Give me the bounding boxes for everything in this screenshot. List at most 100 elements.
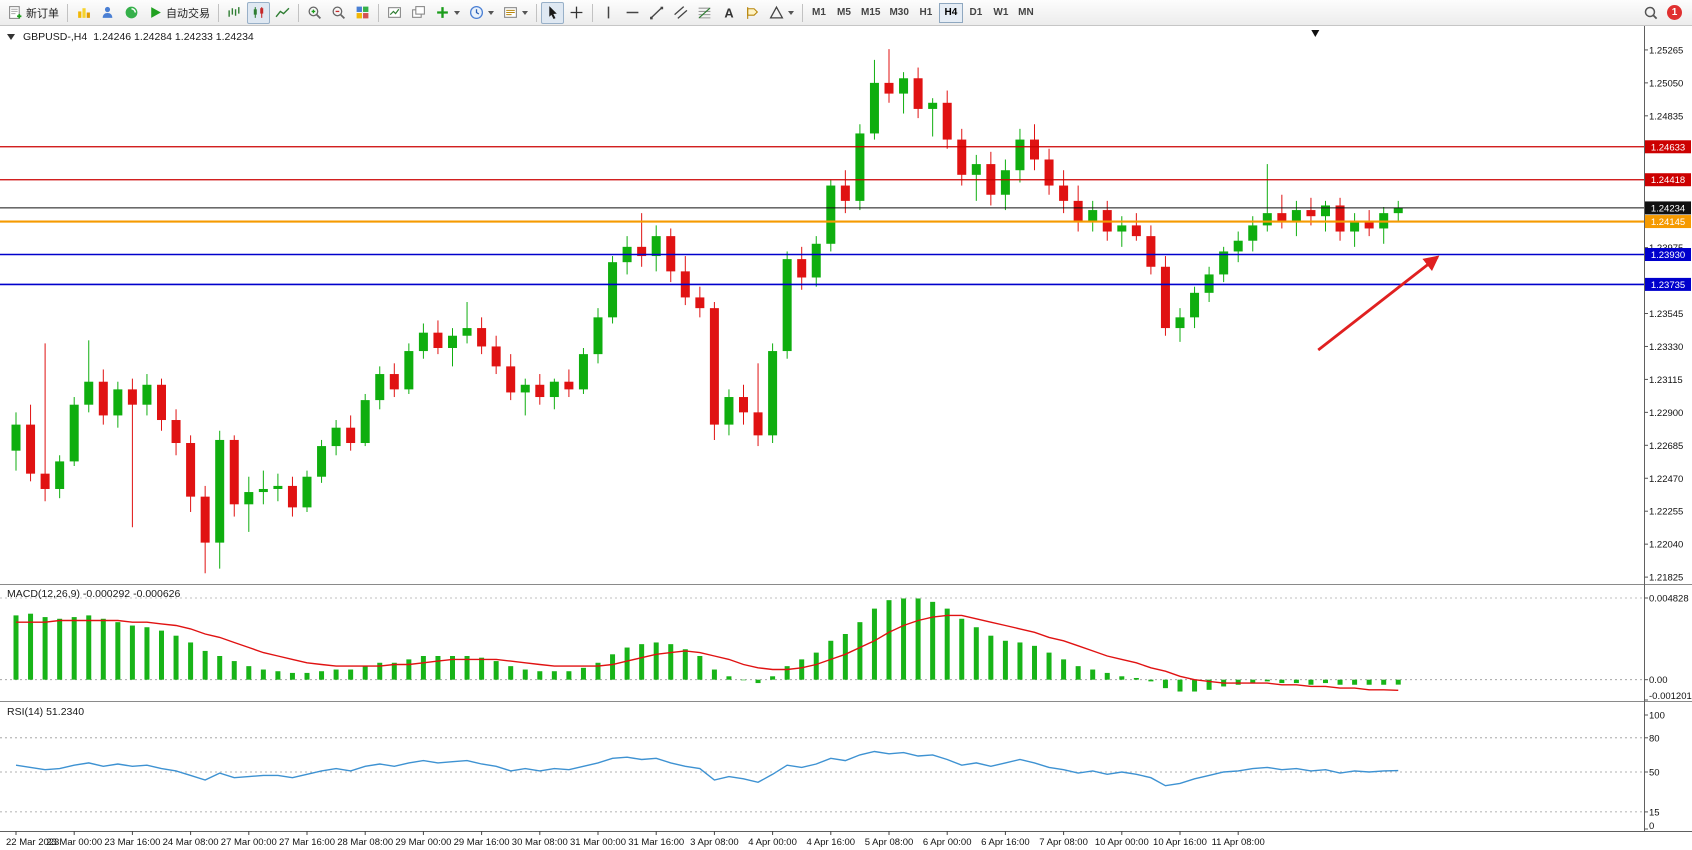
bar-chart-button[interactable] <box>223 2 246 24</box>
notification-badge[interactable]: 1 <box>1667 5 1682 20</box>
market-watch-button[interactable] <box>72 2 95 24</box>
timeframe-mn[interactable]: MN <box>1014 3 1038 23</box>
chart-header: GBPUSD-,H4 1.24246 1.24284 1.24233 1.242… <box>7 31 254 43</box>
cursor-icon <box>549 6 557 20</box>
zoom-out-button[interactable] <box>327 2 350 24</box>
price-badge: 1.24633 <box>1645 140 1691 154</box>
toolbar-separator <box>218 3 219 22</box>
price-axis[interactable]: 1.252651.250501.248351.239751.235451.233… <box>1644 45 1683 584</box>
svg-text:1.23930: 1.23930 <box>1651 250 1685 261</box>
arrange-windows-icon <box>388 7 401 18</box>
svg-text:1.24234: 1.24234 <box>1651 203 1685 214</box>
vertical-line-button[interactable] <box>597 2 620 24</box>
chevron-down-icon <box>522 10 528 15</box>
new-order-icon <box>9 6 22 19</box>
svg-text:1.23735: 1.23735 <box>1651 280 1685 291</box>
svg-text:22 Mar 2023: 22 Mar 2023 <box>6 837 59 848</box>
cursor-button[interactable] <box>541 1 564 24</box>
crosshair-button[interactable] <box>565 2 588 24</box>
svg-text:1.22255: 1.22255 <box>1649 507 1683 518</box>
timeframe-w1[interactable]: W1 <box>989 3 1013 23</box>
horizontal-line-button[interactable] <box>621 2 644 24</box>
svg-text:1.24418: 1.24418 <box>1651 175 1685 186</box>
search-button[interactable] <box>1639 2 1662 24</box>
svg-text:1.24835: 1.24835 <box>1649 111 1683 122</box>
svg-text:31 Mar 00:00: 31 Mar 00:00 <box>570 837 626 848</box>
svg-text:0.00: 0.00 <box>1649 675 1668 686</box>
navigator-icon <box>125 6 138 19</box>
candlestick-chart-button[interactable] <box>247 1 270 24</box>
navigator-button[interactable] <box>120 2 143 24</box>
svg-text:1.25265: 1.25265 <box>1649 45 1683 56</box>
new-order-button[interactable]: 新订单 <box>4 2 63 24</box>
macd-axis[interactable]: 0.004828 0.00 -0.001201 <box>1644 594 1692 703</box>
trend-arrow-annotation[interactable] <box>1317 255 1440 352</box>
zoom-out-icon <box>332 6 345 19</box>
channel-button[interactable] <box>669 2 692 24</box>
svg-text:1.21825: 1.21825 <box>1649 573 1683 584</box>
timeframe-m30[interactable]: M30 <box>885 3 912 23</box>
text-tool-button[interactable]: A <box>717 2 740 24</box>
channel-icon <box>674 6 688 19</box>
price-badge: 1.24234 <box>1645 201 1691 215</box>
macd-indicator-label: MACD(12,26,9) -0.000292 -0.000626 <box>7 588 181 600</box>
indicators-add-button[interactable] <box>431 2 464 24</box>
cascade-windows-button[interactable] <box>407 2 430 24</box>
candlestick-chart-icon <box>253 7 264 18</box>
chevron-down-icon <box>488 10 494 15</box>
candles-layer <box>11 49 1403 574</box>
data-window-button[interactable] <box>96 2 119 24</box>
cascade-windows-icon <box>412 6 425 18</box>
periods-button[interactable] <box>465 2 498 24</box>
svg-text:-0.001201: -0.001201 <box>1649 691 1692 702</box>
svg-text:50: 50 <box>1649 768 1660 779</box>
one-click-trading-icon[interactable] <box>7 34 15 40</box>
indicators-add-icon <box>437 7 448 18</box>
auto-trading-icon <box>151 7 161 18</box>
tile-windows-button[interactable] <box>351 2 374 24</box>
toolbar-separator <box>298 3 299 22</box>
trendline-button[interactable] <box>645 2 668 24</box>
svg-text:24 Mar 08:00: 24 Mar 08:00 <box>163 837 219 848</box>
svg-text:30 Mar 08:00: 30 Mar 08:00 <box>512 837 568 848</box>
svg-text:1.22040: 1.22040 <box>1649 540 1683 551</box>
fibonacci-button[interactable] <box>693 2 716 24</box>
data-window-icon <box>102 6 113 18</box>
object-marker-triangle[interactable] <box>1311 30 1320 37</box>
svg-text:23 Mar 00:00: 23 Mar 00:00 <box>46 837 102 848</box>
timeframe-h4[interactable]: H4 <box>938 2 963 23</box>
timeframe-m1[interactable]: M1 <box>807 3 831 23</box>
vertical-line-icon <box>607 6 610 19</box>
fibonacci-icon <box>698 7 711 19</box>
periods-clock-icon <box>469 5 484 20</box>
svg-text:28 Mar 08:00: 28 Mar 08:00 <box>337 837 393 848</box>
text-tool-icon: A <box>724 5 733 20</box>
timeframe-h1[interactable]: H1 <box>914 3 938 23</box>
search-icon <box>1644 6 1658 20</box>
rsi-axis[interactable]: 100 80 50 15 0 <box>1644 711 1665 833</box>
timeframe-m5[interactable]: M5 <box>832 3 856 23</box>
arrange-windows-button[interactable] <box>383 2 406 24</box>
price-badge: 1.24145 <box>1645 215 1691 229</box>
svg-text:1.23330: 1.23330 <box>1649 342 1683 353</box>
line-chart-button[interactable] <box>271 2 294 24</box>
timeframe-d1[interactable]: D1 <box>964 3 988 23</box>
toolbar-separator <box>592 3 593 22</box>
label-tool-button[interactable] <box>741 2 764 24</box>
shapes-button[interactable] <box>765 2 798 24</box>
shapes-icon <box>769 5 784 19</box>
svg-text:1.24633: 1.24633 <box>1651 142 1685 153</box>
timeframe-m15[interactable]: M15 <box>857 3 884 23</box>
rsi-indicator-label: RSI(14) 51.2340 <box>7 706 85 718</box>
templates-icon <box>504 7 517 18</box>
svg-text:29 Mar 16:00: 29 Mar 16:00 <box>454 837 510 848</box>
zoom-in-button[interactable] <box>303 2 326 24</box>
chevron-down-icon <box>788 10 794 15</box>
main-toolbar: 新订单 自动交易 A M1 M5 M15 M30 H1 H4 D1 W1 MN … <box>0 0 1692 26</box>
templates-button[interactable] <box>499 2 532 24</box>
svg-text:1.25050: 1.25050 <box>1649 78 1683 89</box>
auto-trading-button[interactable]: 自动交易 <box>144 2 214 24</box>
price-badge: 1.23735 <box>1645 277 1691 291</box>
